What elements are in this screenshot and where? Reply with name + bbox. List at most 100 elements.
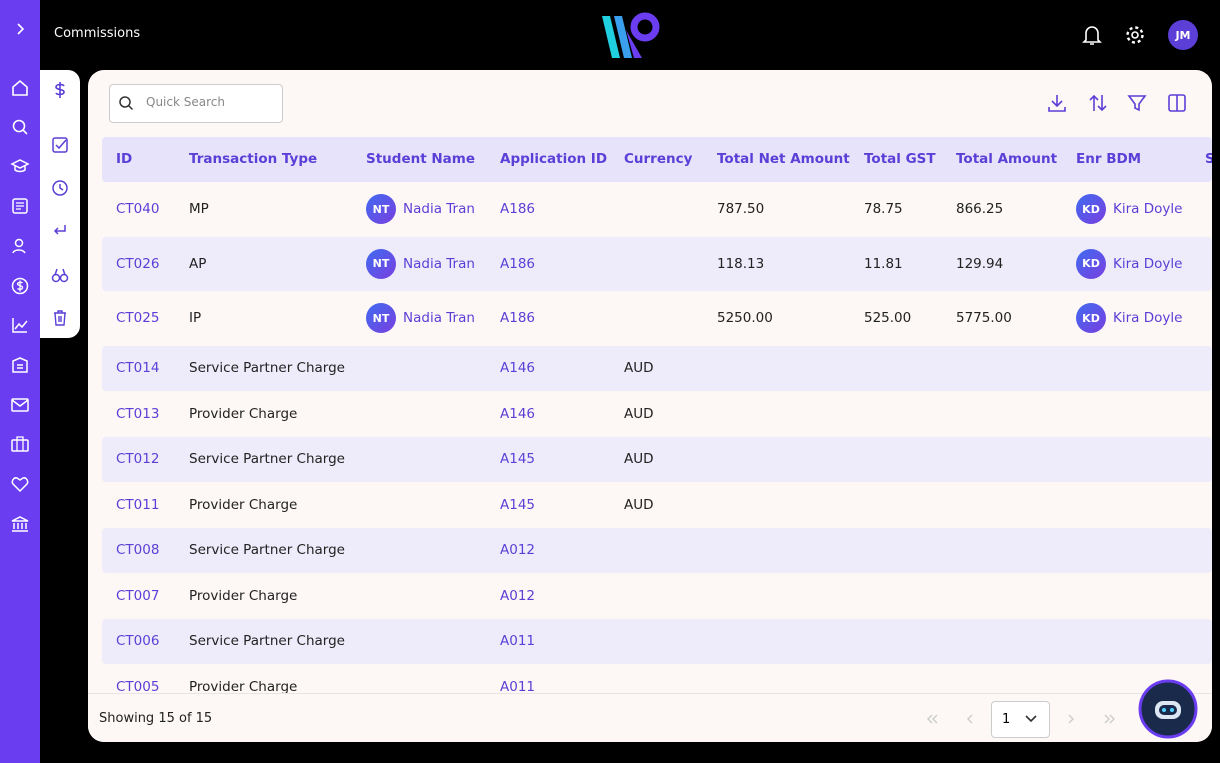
- cell-total: 866.25: [956, 201, 1004, 218]
- nav-home[interactable]: [10, 78, 30, 98]
- cell-gst: 11.81: [864, 255, 903, 272]
- column-header: Total Net Amount: [717, 151, 850, 167]
- avatar: NT: [366, 303, 396, 334]
- cell-application-id[interactable]: A145: [500, 496, 536, 513]
- cell-application-id[interactable]: A012: [500, 542, 536, 559]
- page-select[interactable]: 1: [991, 701, 1050, 738]
- notifications[interactable]: [1081, 24, 1103, 46]
- filter[interactable]: [1126, 92, 1148, 114]
- nav-institutions[interactable]: [10, 355, 30, 375]
- cell-currency: AUD: [624, 451, 654, 468]
- cell-bdm: KD Kira Doyle: [1076, 248, 1183, 279]
- next-last[interactable]: [1063, 711, 1123, 727]
- first-prev[interactable]: [924, 711, 984, 727]
- page-select-arrow: [1025, 715, 1037, 723]
- cell-id[interactable]: CT012: [116, 451, 160, 468]
- row-count: Showing 15 of 15: [99, 711, 213, 726]
- search-icon: [119, 96, 134, 111]
- cell-currency: AUD: [624, 360, 654, 377]
- cell-application-id[interactable]: A012: [500, 587, 536, 604]
- sub-tasks[interactable]: [50, 135, 70, 155]
- person-name[interactable]: Kira Doyle: [1113, 310, 1183, 327]
- person-name[interactable]: Kira Doyle: [1113, 201, 1183, 218]
- expand[interactable]: [10, 20, 30, 38]
- cell-application-id[interactable]: A145: [500, 451, 536, 468]
- cell-net: 5250.00: [717, 310, 773, 327]
- avatar: KD: [1076, 194, 1106, 225]
- cell-id[interactable]: CT013: [116, 405, 160, 422]
- sub-view[interactable]: [50, 265, 70, 285]
- user-avatar[interactable]: JM: [1168, 20, 1198, 50]
- columns[interactable]: [1166, 92, 1188, 114]
- table-row: CT008 Service Partner Charge A012: [102, 527, 1212, 573]
- person-name[interactable]: Kira Doyle: [1113, 255, 1183, 272]
- person-name[interactable]: Nadia Tran: [403, 310, 475, 327]
- data-table: ID Transaction Type Student Name Applicatio…: [102, 137, 1212, 693]
- cell-id[interactable]: CT011: [116, 496, 160, 513]
- column-header: Transaction Type: [189, 151, 318, 167]
- cell-id[interactable]: CT040: [116, 201, 160, 218]
- cell-type: Provider Charge: [189, 405, 298, 422]
- table-row: CT026 AP NT Nadia Tran A186 118.13 11.81 129.94…: [102, 236, 1212, 291]
- cell-type: Provider Charge: [189, 678, 298, 693]
- nav-mail[interactable]: [10, 395, 30, 415]
- cell-currency: AUD: [624, 496, 654, 513]
- page-title: Commissions: [54, 26, 141, 41]
- nav-commissions[interactable]: [10, 276, 30, 296]
- table-row: CT007 Provider Charge A012: [102, 573, 1212, 619]
- chatbot[interactable]: [1138, 679, 1198, 739]
- nav-courses[interactable]: [10, 156, 30, 176]
- download[interactable]: [1046, 92, 1068, 114]
- cell-type: Provider Charge: [189, 496, 298, 513]
- quick-search[interactable]: Quick Search: [109, 84, 283, 123]
- column-header: Total GST: [864, 151, 936, 167]
- avatar: KD: [1076, 248, 1106, 279]
- content-card: Quick Search ID Transaction Type Student N…: [88, 70, 1212, 742]
- cell-type: MP: [189, 201, 209, 218]
- nav-news[interactable]: [10, 196, 30, 216]
- cell-application-id[interactable]: A011: [500, 633, 536, 650]
- person-name[interactable]: Nadia Tran: [403, 255, 475, 272]
- sub-history[interactable]: [50, 178, 70, 198]
- cell-type: Service Partner Charge: [189, 360, 345, 377]
- nav-bank[interactable]: [10, 514, 30, 534]
- sub-commissions[interactable]: [50, 80, 70, 100]
- column-header: Enr BDM: [1076, 151, 1142, 167]
- cell-gst: 525.00: [864, 310, 912, 327]
- cell-type: Service Partner Charge: [189, 542, 345, 559]
- cell-application-id[interactable]: A146: [500, 360, 536, 377]
- nav-search[interactable]: [10, 117, 30, 137]
- nav-users[interactable]: [10, 236, 30, 256]
- cell-application-id[interactable]: A186: [500, 310, 536, 327]
- settings[interactable]: [1124, 24, 1146, 46]
- cell-id[interactable]: CT026: [116, 255, 160, 272]
- column-header: ID: [116, 151, 133, 167]
- cell-id[interactable]: CT006: [116, 633, 160, 650]
- cell-application-id[interactable]: A146: [500, 405, 536, 422]
- sub-delete[interactable]: [50, 308, 70, 328]
- sub-sidebar: [40, 70, 80, 338]
- cell-id[interactable]: CT008: [116, 542, 160, 559]
- cell-application-id[interactable]: A186: [500, 255, 536, 272]
- table-row: CT011 Provider Charge A145 AUD: [102, 482, 1212, 528]
- sub-return[interactable]: [50, 221, 70, 241]
- nav-partners[interactable]: [10, 474, 30, 494]
- nav-reports[interactable]: [10, 315, 30, 335]
- sort[interactable]: [1087, 92, 1109, 114]
- cell-id[interactable]: CT014: [116, 360, 160, 377]
- table-row: CT012 Service Partner Charge A145 AUD: [102, 436, 1212, 482]
- table-row: CT006 Service Partner Charge A011: [102, 618, 1212, 664]
- table-footer: Showing 15 of 15 1: [88, 693, 1212, 742]
- person-name[interactable]: Nadia Tran: [403, 201, 475, 218]
- search-placeholder: Quick Search: [146, 95, 225, 109]
- cell-id[interactable]: CT005: [116, 678, 160, 693]
- cell-student: NT Nadia Tran: [366, 194, 475, 225]
- table-row: CT005 Provider Charge A011: [102, 664, 1212, 693]
- cell-bdm: KD Kira Doyle: [1076, 194, 1183, 225]
- cell-application-id[interactable]: A011: [500, 678, 536, 693]
- cell-application-id[interactable]: A186: [500, 201, 536, 218]
- nav-jobs[interactable]: [10, 434, 30, 454]
- avatar: NT: [366, 248, 396, 279]
- cell-id[interactable]: CT007: [116, 587, 160, 604]
- cell-id[interactable]: CT025: [116, 310, 160, 327]
